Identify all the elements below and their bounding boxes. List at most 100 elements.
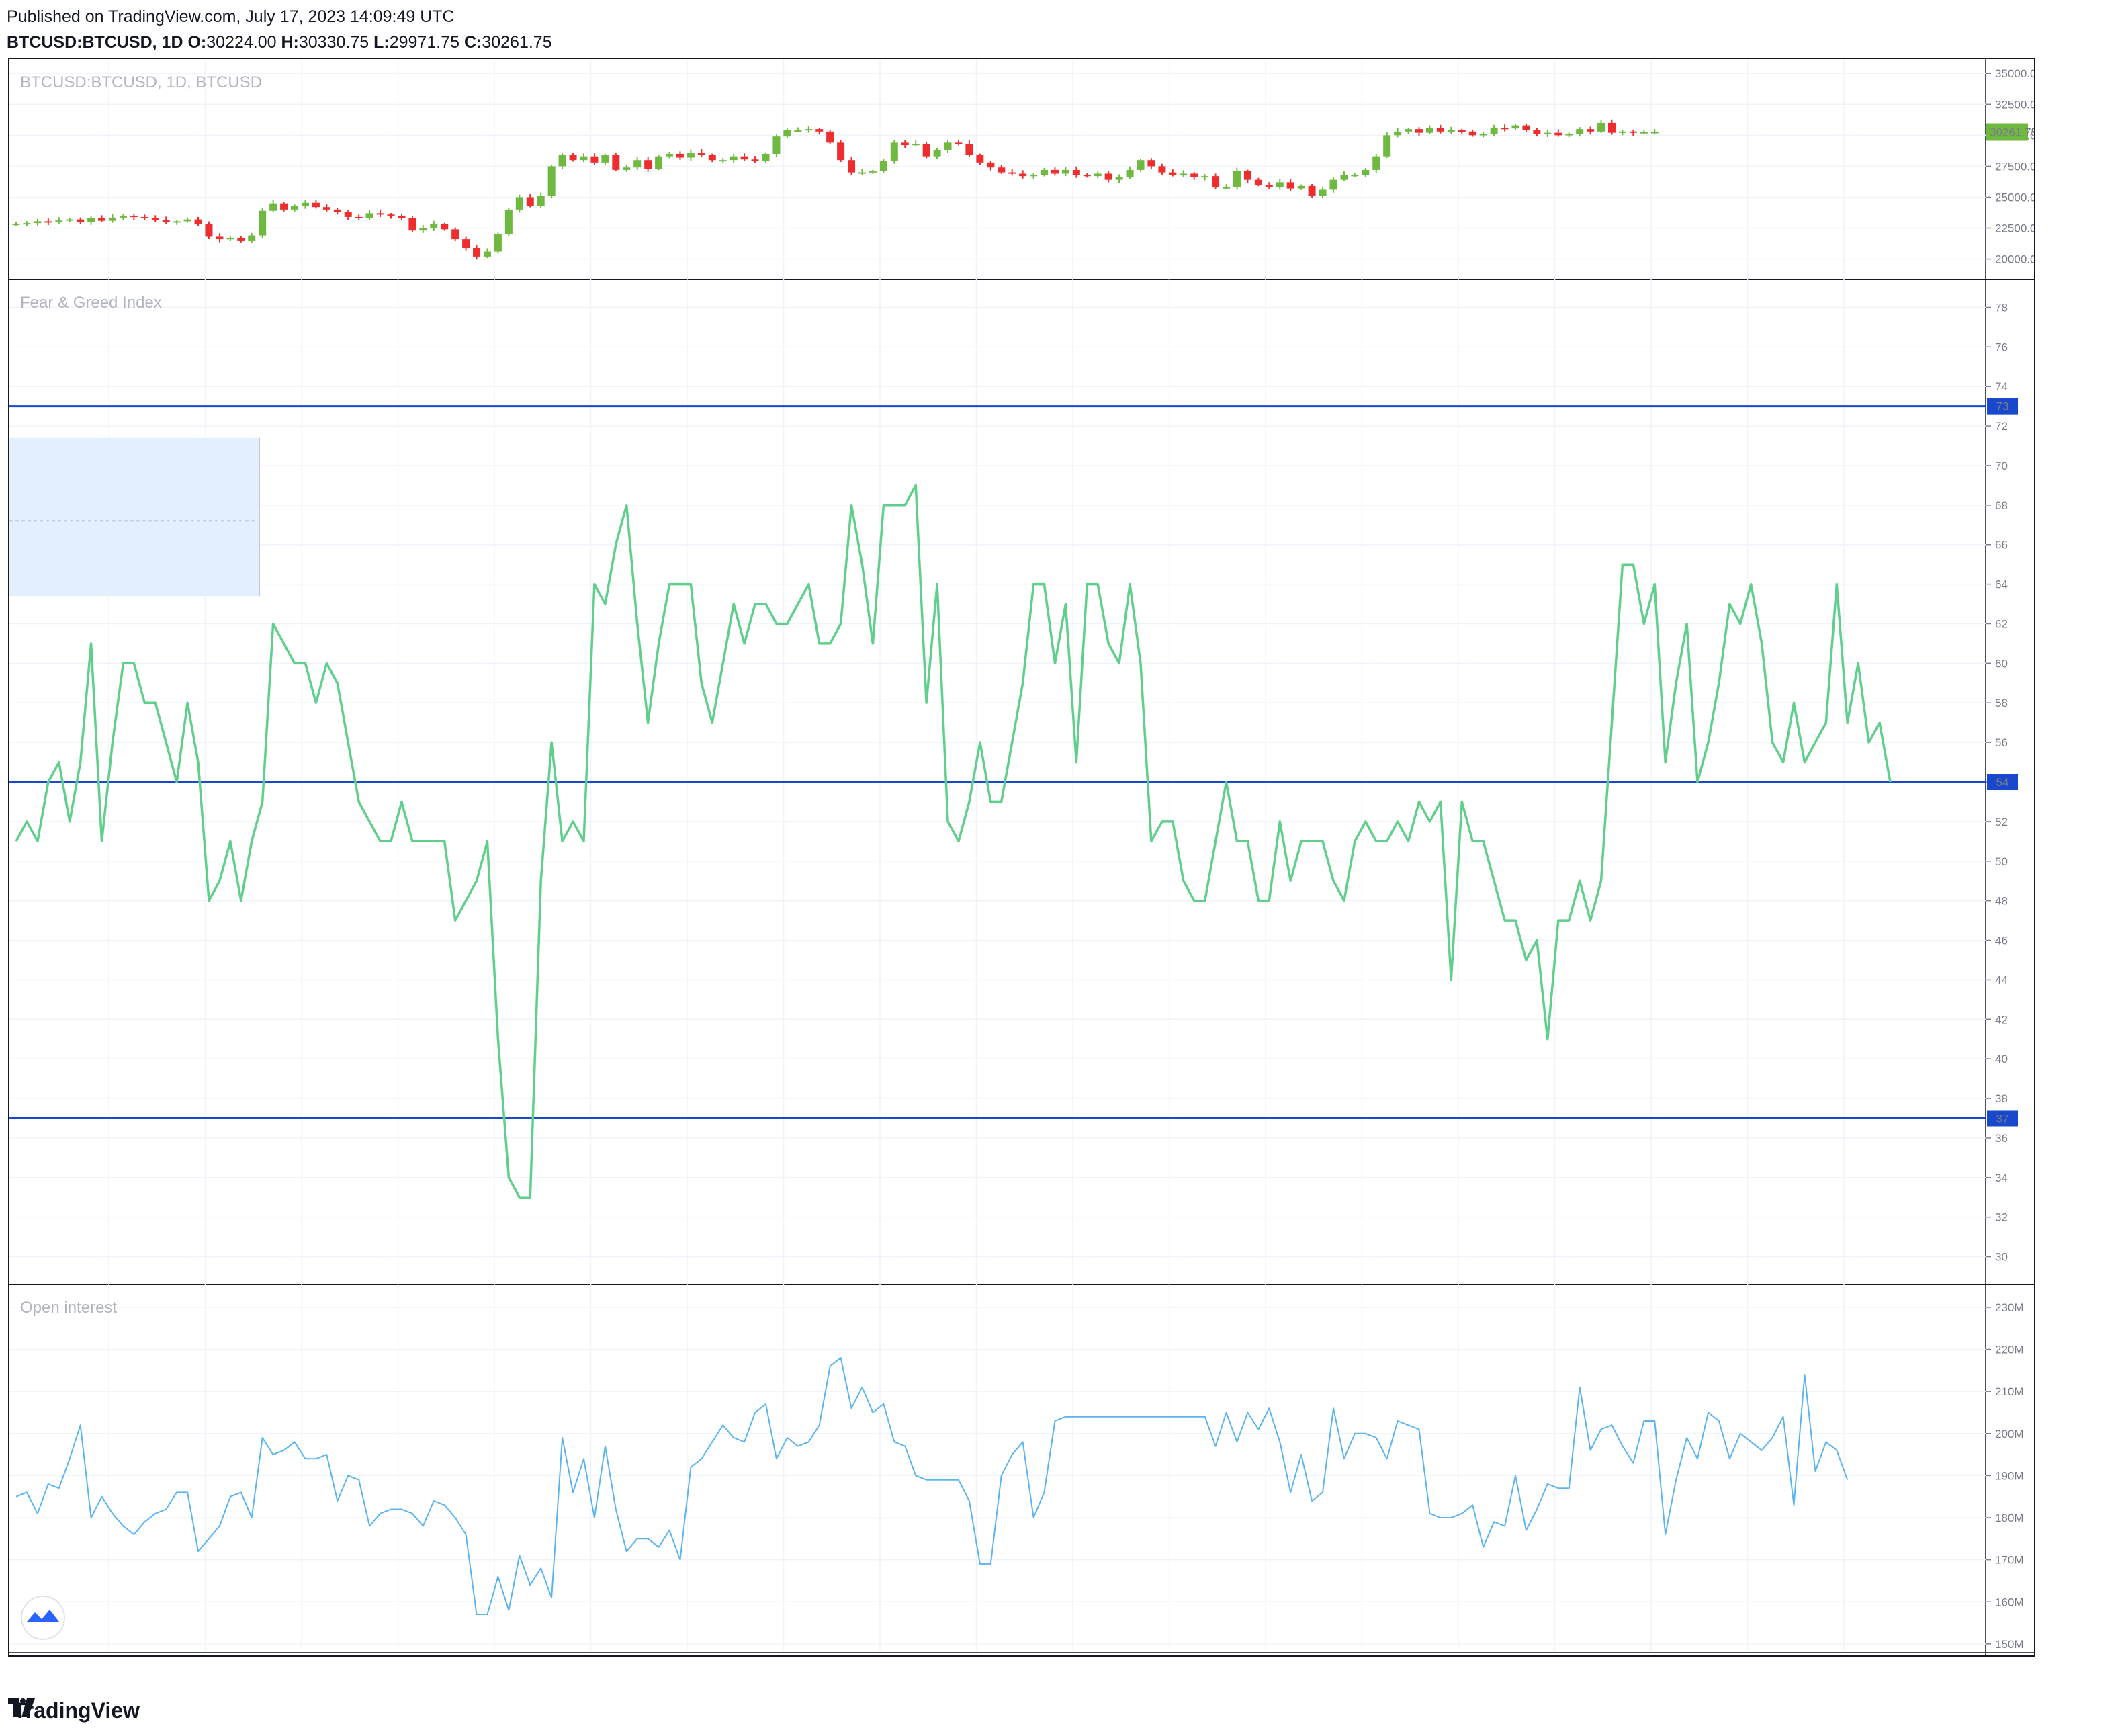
candle-body — [1212, 176, 1220, 187]
last-price-label: 30261.75 — [1990, 126, 2034, 139]
candle-body — [387, 214, 395, 216]
candle-body — [987, 162, 995, 168]
candle-body — [87, 218, 95, 222]
candle-body — [783, 130, 791, 137]
candle-body — [1094, 173, 1102, 177]
candle-body — [237, 238, 245, 241]
candle-body — [1137, 160, 1145, 170]
candle-body — [515, 197, 523, 210]
candle-body — [1425, 128, 1433, 133]
candle-body — [762, 153, 770, 161]
level-label: 73 — [1996, 400, 2009, 413]
y-tick-label: 35000.00 — [1995, 67, 2034, 80]
high-value: 30330.75 — [298, 33, 369, 52]
candle-body — [976, 155, 984, 163]
y-tick-label: 32 — [1995, 1211, 2008, 1224]
candle-body — [965, 144, 973, 155]
candle-body — [1169, 172, 1177, 175]
candle-body — [1490, 128, 1498, 134]
candle-body — [1115, 177, 1123, 180]
candle-body — [419, 228, 427, 231]
chart-frame[interactable]: 35000.0032500.0030000.0027500.0025000.00… — [8, 58, 2035, 1657]
candle-body — [666, 153, 674, 157]
candle-body — [794, 130, 802, 132]
candle-body — [1587, 129, 1595, 132]
low-value: 29971.75 — [389, 33, 459, 52]
y-tick-label: 180M — [1995, 1512, 2024, 1524]
candle-body — [708, 155, 716, 161]
candle-body — [408, 218, 416, 231]
candle-body — [130, 216, 138, 218]
candle-body — [590, 156, 599, 163]
y-tick-label: 32500.00 — [1995, 98, 2034, 111]
candle-body — [547, 166, 556, 196]
high-label: H: — [281, 33, 299, 52]
candle-body — [751, 159, 759, 161]
y-tick-label: 190M — [1995, 1469, 2024, 1482]
candle-body — [1254, 179, 1262, 185]
candle-body — [1447, 130, 1455, 132]
candle-body — [1276, 182, 1284, 187]
candle-body — [1041, 169, 1049, 175]
selection-rectangle[interactable] — [9, 437, 259, 597]
candle-body — [151, 218, 159, 220]
candle-body — [473, 247, 481, 257]
candle-body — [1351, 175, 1359, 177]
candle-body — [301, 202, 309, 206]
candle-body — [1180, 173, 1188, 175]
level-label: 37 — [1996, 1112, 2009, 1125]
candle-body — [162, 220, 170, 222]
candle-body — [280, 203, 288, 210]
candle-body — [430, 224, 438, 228]
candle-body — [1576, 129, 1584, 134]
candle-body — [1458, 130, 1466, 132]
candle-body — [837, 142, 845, 161]
candle-body — [1640, 132, 1648, 134]
candle-body — [226, 238, 234, 240]
candle-body — [462, 239, 470, 248]
chart-canvas[interactable]: 35000.0032500.0030000.0027500.0025000.00… — [9, 59, 2034, 1655]
candle-body — [944, 142, 952, 150]
wave-icon — [27, 1610, 59, 1622]
y-tick-label: 25000.00 — [1995, 191, 2034, 204]
candle-body — [676, 153, 684, 158]
fear-greed-series-line — [15, 484, 1892, 1199]
candle-body — [719, 160, 727, 162]
low-label: L: — [373, 33, 390, 52]
candle-body — [697, 153, 705, 155]
candle-body — [1415, 129, 1423, 133]
brand-name: TradingView — [13, 1698, 140, 1723]
candle-body — [1223, 187, 1231, 189]
candle-body — [23, 223, 31, 225]
candle-body — [494, 234, 502, 252]
candle-body — [1554, 132, 1562, 136]
candle-body — [1297, 185, 1305, 189]
y-tick-label: 38 — [1995, 1092, 2008, 1105]
candle-body — [259, 210, 267, 236]
candle-body — [1286, 182, 1294, 189]
y-tick-label: 48 — [1995, 895, 2008, 908]
candle-body — [1340, 175, 1348, 180]
y-tick-label: 220M — [1995, 1344, 2024, 1356]
published-line: Published on TradingView.com, July 17, 2… — [7, 7, 455, 26]
candle-body — [108, 217, 116, 221]
y-tick-label: 20000.00 — [1995, 253, 2034, 266]
candle-body — [483, 251, 491, 257]
candle-body — [55, 220, 63, 222]
open-interest-series-line — [15, 1357, 1849, 1615]
candle-body — [537, 196, 545, 206]
candle-body — [333, 209, 341, 212]
level-label: 54 — [1996, 776, 2009, 789]
candle-body — [1158, 166, 1166, 173]
close-value: 30261.75 — [482, 33, 552, 52]
level-badge — [1987, 1110, 2018, 1127]
ohlc-line: BTCUSD:BTCUSD, 1D O:30224.00 H:30330.75 … — [7, 30, 2109, 55]
candle-body — [44, 221, 52, 223]
candle-body — [623, 167, 631, 170]
candle-body — [504, 209, 513, 234]
candle-body — [580, 156, 588, 161]
candle-body — [1190, 173, 1198, 177]
close-label: C: — [463, 33, 482, 52]
candle-body — [633, 160, 642, 168]
candle-body — [77, 219, 85, 222]
